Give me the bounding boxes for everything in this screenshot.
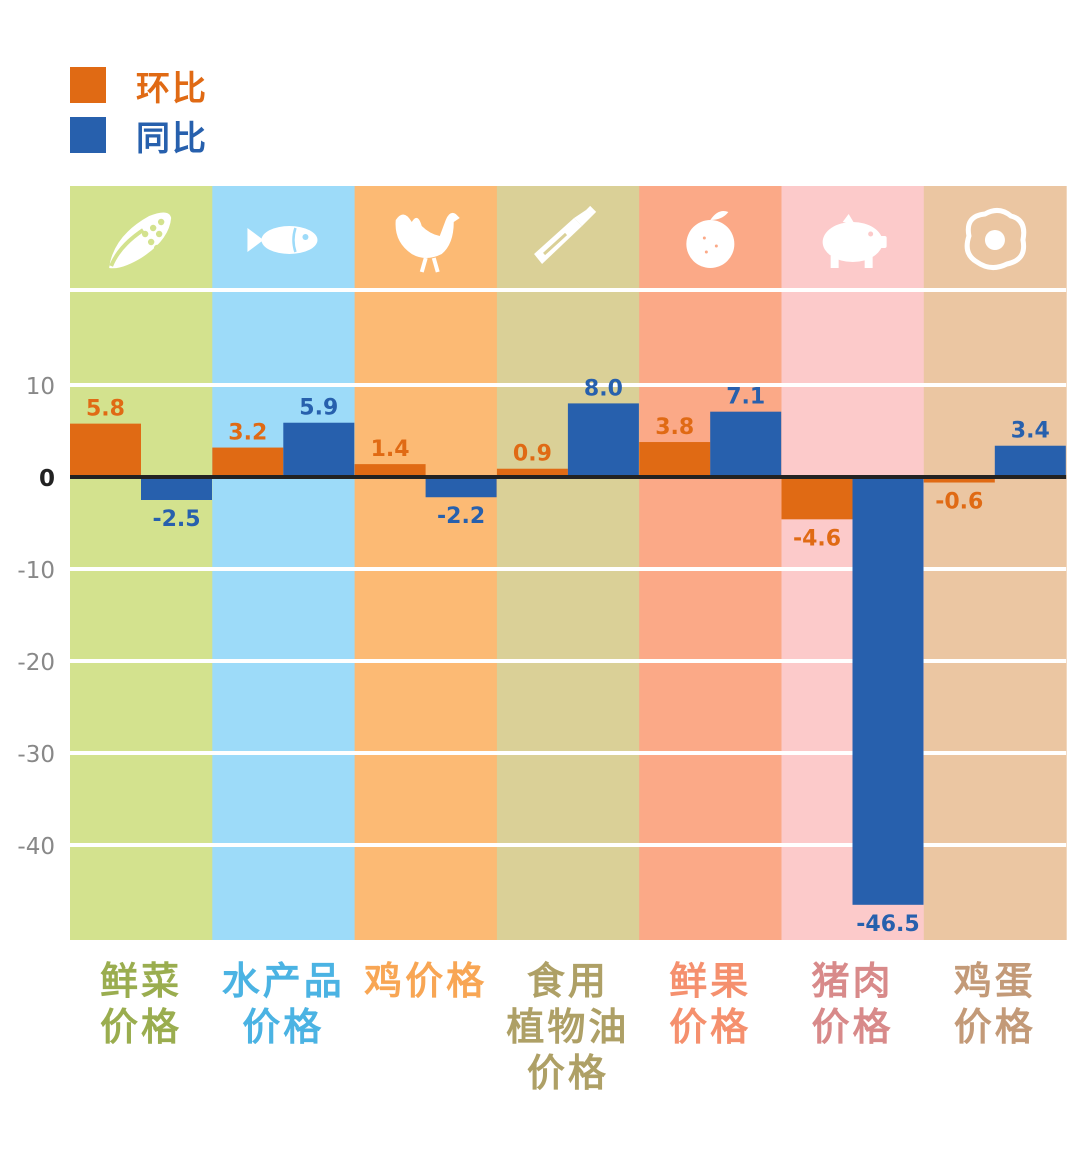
y-tick-label: -20 [17,650,55,676]
bar-mom [923,477,995,483]
category-label: 鲜菜 价格 [70,958,212,1050]
category-label-line: 价格 [242,1005,325,1049]
bar-yoy [283,422,355,477]
category-label: 水产品 价格 [212,958,354,1050]
orange-icon [686,211,735,268]
data-label: -2.2 [437,504,485,529]
legend-item-yoy: 同比 [70,110,208,160]
data-label: 0.9 [513,442,552,467]
category-label-line: 价格 [953,1005,1036,1049]
corn-icon [109,212,172,269]
rooster-icon [395,212,460,273]
bar-mom [781,477,853,520]
bar-mom [354,464,426,477]
category-label-line: 植物油 [506,1005,630,1049]
bar-mom [496,468,568,477]
category-label-line: 鲜菜 [99,959,182,1003]
category-label-line: 食用 [526,959,609,1003]
data-label: 5.9 [299,396,338,421]
data-label: -0.6 [935,490,983,515]
bar-mom [70,423,141,477]
data-label: -2.5 [152,507,200,532]
category-label-line: 鸡价格 [364,959,488,1003]
y-tick-label: -30 [17,742,55,768]
category-label-line: 价格 [669,1005,752,1049]
legend-item-mom: 环比 [70,60,208,110]
category-label: 鸡蛋 价格 [924,958,1066,1050]
bar-mom [639,442,711,477]
category-column-bg [354,186,498,940]
category-label: 猪肉 价格 [782,958,924,1050]
data-label: -4.6 [793,526,841,551]
legend-label-yoy: 同比 [136,118,208,159]
category-label-line: 水产品 [221,959,345,1003]
data-label: 1.4 [371,437,410,462]
category-label: 鸡价格 [355,958,497,1004]
category-label: 食用 植物油 价格 [497,958,639,1096]
data-label: 7.1 [726,385,765,410]
category-label-line: 价格 [811,1005,894,1049]
data-label: 3.8 [655,415,694,440]
y-tick-label: -10 [17,558,55,584]
data-label: 3.4 [1011,419,1050,444]
data-label: 5.8 [86,397,125,422]
legend: 环比 同比 [70,60,208,160]
data-label: 3.2 [228,421,267,446]
category-label-line: 鲜果 [669,959,752,1003]
data-label: 8.0 [584,376,623,401]
category-label-line: 猪肉 [811,959,894,1003]
fish-icon [247,226,318,254]
legend-swatch-mom [70,67,106,103]
legend-label-mom: 环比 [136,68,208,109]
data-label: -46.5 [856,912,919,937]
fried-egg-icon [964,208,1027,270]
category-column-bg [639,186,783,940]
y-tick-label: -40 [17,834,55,860]
y-tick-label: 10 [26,374,55,400]
bar-yoy [852,477,924,905]
bar-yoy [425,477,497,498]
category-label-line: 价格 [526,1051,609,1095]
y-tick-label: 0 [39,466,55,492]
bar-yoy [710,411,782,477]
bar-yoy [567,403,639,477]
bar-yoy [141,477,212,500]
legend-swatch-yoy [70,117,106,153]
category-label: 鲜果 价格 [639,958,781,1050]
oil-bottle-icon [534,205,597,264]
category-column-bg [70,186,213,940]
category-column-bg [923,186,1067,940]
category-column-bg [496,186,640,940]
category-label-line: 价格 [99,1005,182,1049]
category-label-line: 鸡蛋 [953,959,1036,1003]
bar-mom [212,447,284,477]
bar-yoy [994,445,1066,477]
pig-icon [822,214,887,268]
category-column-bg [212,186,356,940]
